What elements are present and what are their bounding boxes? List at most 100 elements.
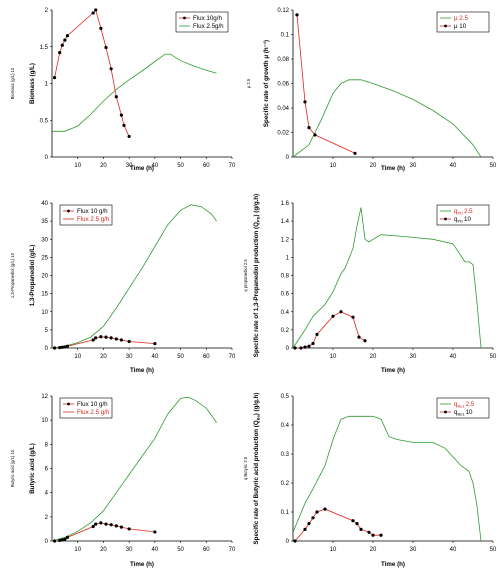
y-axis-title: Specific rate of growth μ (h⁻¹) xyxy=(263,40,270,127)
data-point xyxy=(367,530,371,534)
legend-label: qPD2.5 xyxy=(454,208,473,216)
data-point xyxy=(60,538,64,542)
x-tick-label: 10 xyxy=(74,163,81,169)
y-tick-label: 0.5 xyxy=(281,394,290,400)
y-axis-title-text: Specific rate of growth μ (h⁻¹) xyxy=(263,40,270,127)
data-point xyxy=(104,335,108,339)
y-tick-label: 25 xyxy=(41,255,48,261)
x-tick-label: 40 xyxy=(152,163,159,169)
data-point xyxy=(127,339,131,344)
x-tick-label: 50 xyxy=(490,354,497,360)
x-tick-label: 70 xyxy=(229,163,236,169)
series-line-2 xyxy=(52,53,217,132)
x-tick-label: 30 xyxy=(410,354,417,360)
x-tick-label: 20 xyxy=(100,547,107,553)
y-axis-title: Specific rate of 1,3-Propanediol product… xyxy=(253,194,261,357)
legend-label: Flux 2.5g/h xyxy=(193,23,224,30)
data-point xyxy=(357,335,361,339)
y-tick-label: 1.6 xyxy=(281,201,290,207)
x-tick-label: 50 xyxy=(177,547,184,553)
y-tick-label: 15 xyxy=(41,292,48,298)
y-tick-label: 1.4 xyxy=(281,219,290,225)
data-point xyxy=(114,524,118,528)
data-point xyxy=(119,113,124,117)
data-point xyxy=(109,336,113,340)
x-tick-label: 60 xyxy=(203,354,210,360)
y-axis-title-text: Butyric acid (g/L) xyxy=(29,443,36,494)
data-point xyxy=(60,43,64,47)
y-axis-title-text: Specific rate of 1,3-Propanediol product… xyxy=(253,222,260,357)
data-point xyxy=(311,516,315,520)
y-tick-label: 0 xyxy=(45,346,49,352)
legend-label-text: q xyxy=(454,401,458,408)
y-tick-label: 5 xyxy=(45,328,49,334)
x-tick-label: 40 xyxy=(450,163,457,169)
y-tick-label: 10 xyxy=(41,310,48,316)
legend-label: μ 10 xyxy=(454,23,467,30)
series-line-1 xyxy=(294,508,381,542)
x-tick-label: 30 xyxy=(410,547,417,553)
data-point xyxy=(331,314,335,318)
legend-label: Flux 10g/h xyxy=(193,15,222,22)
y-axis-title-sub: PD xyxy=(256,216,261,222)
x-tick-label: 10 xyxy=(74,354,81,360)
data-point xyxy=(109,523,113,527)
legend-label: Flux 2.5 g/h xyxy=(77,216,110,223)
legend-marker xyxy=(67,209,70,213)
y-tick-label: 6 xyxy=(45,467,49,473)
series-line-2 xyxy=(292,79,482,158)
x-tick-label: 30 xyxy=(126,547,133,553)
data-point xyxy=(311,341,315,346)
chart-panel-1: 0 0.5 1 1.5 2 10 20 30 40 50 60 70 Time (h) Biomass (… xyxy=(10,8,236,172)
data-point xyxy=(109,67,113,71)
x-tick-label: 20 xyxy=(370,547,377,553)
x-tick-label: 70 xyxy=(229,354,236,360)
x-axis-title: Time (h) xyxy=(130,367,154,374)
x-tick-label: 60 xyxy=(203,163,210,169)
legend-marker xyxy=(67,402,70,406)
data-point xyxy=(379,533,383,537)
x-tick-label: 40 xyxy=(152,354,159,360)
x-tick-label: 40 xyxy=(152,547,159,553)
series-line-2 xyxy=(51,396,217,542)
x-axis-title: Time (h) xyxy=(381,367,405,374)
x-tick-label: 20 xyxy=(370,354,377,360)
legend-label-text: Flux 10g/h xyxy=(193,15,222,22)
y-axis-title: 1,3-Propanediol (g/L) xyxy=(29,245,36,307)
legend-box xyxy=(175,11,229,33)
side-label: 1,3-Propanediol (g/L) 10 xyxy=(10,252,15,298)
data-point xyxy=(359,527,363,532)
side-label: Biomass (g/L) 10 xyxy=(10,67,15,99)
data-point xyxy=(94,336,98,340)
legend-label-sub: Bu1 xyxy=(457,412,465,417)
legend-label-text: q xyxy=(454,216,458,223)
data-point xyxy=(58,538,62,542)
x-tick-label: 10 xyxy=(74,547,81,553)
legend-box xyxy=(59,397,113,419)
data-point xyxy=(99,26,103,30)
chart-panel-5: 0 2 4 6 8 10 12 10 20 30 40 50 60 70 Time (h) Butyric a… xyxy=(10,394,236,568)
legend-label-text: q xyxy=(454,409,458,416)
legend-box xyxy=(436,397,490,419)
y-axis-title-text: Specific rate of Butyric acid production… xyxy=(253,420,260,544)
legend-label-text: q xyxy=(454,208,458,215)
y-tick-label: 20 xyxy=(41,274,48,280)
data-point xyxy=(65,344,70,348)
legend-label: μ 2.5 xyxy=(454,15,468,22)
data-point xyxy=(127,527,131,531)
data-point xyxy=(307,344,311,348)
data-point xyxy=(303,345,307,349)
data-point xyxy=(114,95,118,99)
series-line-1 xyxy=(296,14,356,154)
legend-label: qBu110 xyxy=(454,409,473,417)
x-axis-title: Time (h) xyxy=(130,165,154,172)
x-tick-label: 10 xyxy=(330,354,337,360)
legend-label-tail: 10 xyxy=(464,216,471,223)
y-tick-label: 1 xyxy=(286,255,290,261)
data-point xyxy=(58,346,62,350)
series-line-2 xyxy=(292,207,482,349)
data-point xyxy=(323,507,327,511)
x-tick-label: 70 xyxy=(229,547,236,553)
